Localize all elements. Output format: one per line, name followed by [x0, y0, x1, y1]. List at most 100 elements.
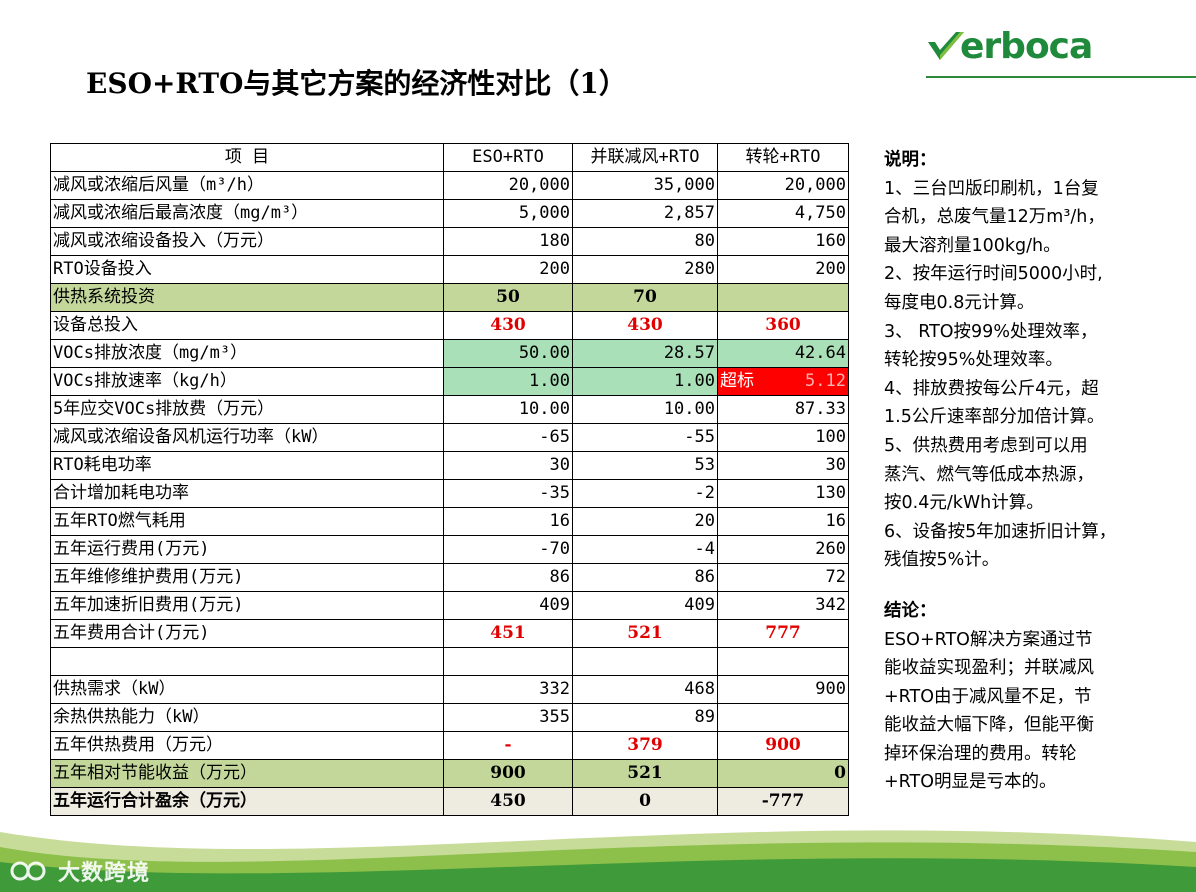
table-cell: 86 [572, 563, 718, 592]
logo-text: erboca [960, 25, 1093, 67]
table-cell: 5,000 [443, 199, 573, 228]
row-label: 五年运行合计盈余（万元） [50, 787, 444, 816]
header-divider [926, 76, 1196, 78]
table-cell: 20,000 [443, 171, 573, 200]
table-cell: 53 [572, 451, 718, 480]
note-line: 按0.4元/kWh计算。 [884, 493, 1044, 514]
table-cell: 80 [572, 227, 718, 256]
table-header-cell: 项 目 [50, 143, 444, 172]
conclusion-line: ESO+RTO解决方案通过节 [884, 629, 1093, 650]
table-row: 减风或浓缩设备风机运行功率（kW） -65 -55 100 [50, 423, 849, 452]
table-cell: 332 [443, 675, 573, 704]
table-cell: 342 [717, 591, 849, 620]
table-cell: 72 [717, 563, 849, 592]
table-cell: 0 [717, 759, 849, 788]
table-cell: 777 [717, 619, 849, 648]
table-cell: 2,857 [572, 199, 718, 228]
table-cell: 70 [572, 283, 718, 312]
note-line: 4、排放费按每公斤4元，超 [884, 378, 1099, 399]
watermark-logo-icon [10, 861, 46, 881]
table-cell: 200 [717, 255, 849, 284]
table-cell: 521 [572, 759, 718, 788]
table-row: 五年RTO燃气耗用 16 20 16 [50, 507, 849, 536]
conclusion-line: 掉环保治理的费用。转轮 [884, 743, 1077, 764]
table-row: 合计增加耗电功率 -35 -2 130 [50, 479, 849, 508]
table-row: RTO耗电功率 30 53 30 [50, 451, 849, 480]
row-label: 减风或浓缩后最高浓度（mg/m³） [50, 199, 444, 228]
table-cell: 100 [717, 423, 849, 452]
footer-wave [0, 830, 1196, 892]
table-cell: 50.00 [443, 339, 573, 368]
exceed-tag: 超标 [720, 371, 754, 391]
exceed-value: 5.12 [805, 371, 846, 391]
row-label: 供热需求（kW） [50, 675, 444, 704]
table-header-cell: 转轮+RTO [717, 143, 849, 172]
note-line: 合机，总废气量12万m³/h， [884, 207, 1105, 228]
table-cell: 89 [572, 703, 718, 732]
table-cell: 900 [443, 759, 573, 788]
table-cell: 10.00 [443, 395, 573, 424]
table-row: VOCs排放速率（kg/h） 1.00 1.00 超标 5.12 [50, 367, 849, 396]
watermark-text: 大数跨境 [58, 861, 151, 886]
table-row: 五年运行合计盈余（万元） 450 0 -777 [50, 787, 849, 816]
table-cell: 280 [572, 255, 718, 284]
table-row: 供热系统投资 50 70 [50, 283, 849, 312]
note-line: 1、三台凹版印刷机，1台复 [884, 178, 1099, 199]
note-line: 残值按5%计。 [884, 550, 1000, 571]
row-label: 五年相对节能收益（万元） [50, 759, 444, 788]
table-cell: 86 [443, 563, 573, 592]
table-cell: 160 [717, 227, 849, 256]
table-cell: 430 [572, 311, 718, 340]
row-label: 余热供热能力（kW） [50, 703, 444, 732]
notes-panel: 说明： 1、三台凹版印刷机，1台复 合机，总废气量12万m³/h， 最大溶剂量100… [884, 146, 1184, 797]
table-cell: -777 [717, 787, 849, 816]
page-title: ESO+RTO与其它方案的经济性对比（1） [86, 67, 627, 100]
table-cell: 42.64 [717, 339, 849, 368]
table-header-cell: 并联减风+RTO [572, 143, 718, 172]
conclusion-line: +RTO由于减风量不足，节 [884, 686, 1092, 707]
table-cell: 16 [717, 507, 849, 536]
note-line: 5、供热费用考虑到可以用 [884, 435, 1088, 456]
table-cell [717, 283, 849, 312]
row-label: 五年RTO燃气耗用 [50, 507, 444, 536]
row-label: 合计增加耗电功率 [50, 479, 444, 508]
row-label: 五年供热费用（万元） [50, 731, 444, 760]
table-cell: 200 [443, 255, 573, 284]
table-cell: 28.57 [572, 339, 718, 368]
row-label [50, 647, 444, 676]
table-row: 五年加速折旧费用(万元) 409 409 342 [50, 591, 849, 620]
table-cell: 0 [572, 787, 718, 816]
row-label: 5年应交VOCs排放费（万元） [50, 395, 444, 424]
row-label: RTO耗电功率 [50, 451, 444, 480]
table-cell: 409 [443, 591, 573, 620]
table-cell: 468 [572, 675, 718, 704]
table-cell: 379 [572, 731, 718, 760]
table-cell: 900 [717, 731, 849, 760]
comparison-table: 项 目 ESO+RTO 并联减风+RTO 转轮+RTO 减风或浓缩后风量（m³/h） 20… [50, 143, 849, 816]
table-cell: 900 [717, 675, 849, 704]
table-row: 减风或浓缩后风量（m³/h） 20,000 35,000 20,000 [50, 171, 849, 200]
row-label: 减风或浓缩设备投入（万元） [50, 227, 444, 256]
table-cell: 87.33 [717, 395, 849, 424]
note-line: 2、按年运行时间5000小时, [884, 264, 1103, 285]
conclusion-heading: 结论： [884, 600, 937, 621]
notes-heading: 说明： [884, 150, 937, 170]
table-cell: 16 [443, 507, 573, 536]
note-line: 6、设备按5年加速折旧计算， [884, 521, 1117, 542]
table-cell: 130 [717, 479, 849, 508]
table-cell: -55 [572, 423, 718, 452]
table-header-row: 项 目 ESO+RTO 并联减风+RTO 转轮+RTO [50, 143, 849, 172]
table-row: 设备总投入 430 430 360 [50, 311, 849, 340]
leaf-check-icon [928, 32, 964, 60]
note-line: 转轮按95%处理效率。 [884, 350, 1063, 371]
table-cell [717, 703, 849, 732]
table-row: 减风或浓缩后最高浓度（mg/m³） 5,000 2,857 4,750 [50, 199, 849, 228]
note-line: 3、 RTO按99%处理效率， [884, 321, 1098, 342]
table-row: 五年运行费用(万元) -70 -4 260 [50, 535, 849, 564]
table-row: 供热需求（kW） 332 468 900 [50, 675, 849, 704]
conclusion-line: +RTO明显是亏本的。 [884, 772, 1057, 793]
row-label: 减风或浓缩后风量（m³/h） [50, 171, 444, 200]
table-row: 五年维修维护费用(万元) 86 86 72 [50, 563, 849, 592]
table-header-cell: ESO+RTO [443, 143, 573, 172]
table-cell: 4,750 [717, 199, 849, 228]
